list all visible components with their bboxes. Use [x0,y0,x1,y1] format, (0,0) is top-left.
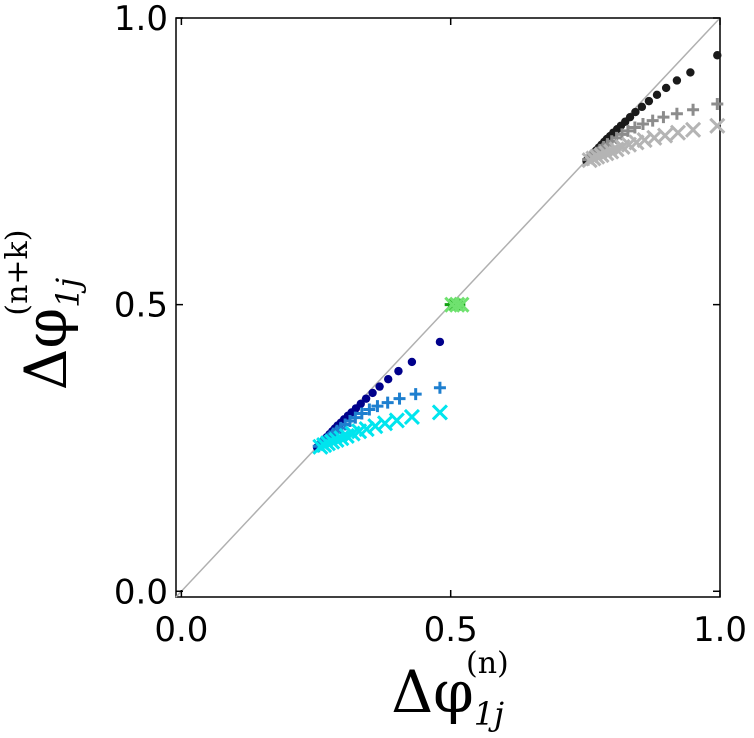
data-point [713,51,722,60]
data-point [319,435,336,452]
data-point [685,121,702,138]
x-tick-label: 0.0 [154,610,208,650]
x-tick-label: 1.0 [693,610,747,650]
x-axis-label-main: Δφ [391,658,474,726]
data-point [431,404,448,421]
data-point [636,118,649,131]
x-axis-label: Δφ1j (n) [391,646,509,733]
data-point [328,431,345,448]
data-point [449,296,466,313]
y-axis-label: Δφ1j (n+k) [0,230,87,391]
data-point [403,408,420,426]
data-point [709,117,726,134]
data-point [711,97,724,110]
y-axis-label-main: Δφ [12,308,80,391]
data-point [384,374,393,384]
data-point [657,127,674,144]
data-point [324,433,341,450]
data-point [646,114,659,127]
data-point [453,296,470,313]
x-axis-label-sup: (n) [466,646,509,681]
data-point [376,415,394,432]
data-point [670,107,683,120]
data-point [355,407,368,420]
data-point [367,418,384,435]
data-point [672,76,682,85]
data-point [652,90,662,100]
y-tick-label: 0.5 [114,286,168,326]
y-tick-label: 1.0 [114,0,168,39]
data-point [628,121,641,134]
data-point [349,411,362,424]
tick-labels: 0.0 0.5 1.0 0.0 0.5 1.0 [114,0,747,650]
data-point [631,107,640,117]
data-point [358,420,375,438]
data-point [661,83,671,93]
data-point [409,388,422,401]
data-point [433,381,446,394]
data-point [371,400,384,413]
x-tick-label: 0.5 [424,610,478,650]
data-point [637,102,647,112]
series-8 [581,117,726,169]
data-point [686,68,695,77]
data-point [375,382,384,391]
data-point [368,388,377,398]
data-point [363,403,376,416]
y-tick-label: 0.0 [114,572,168,612]
data-point [644,96,654,106]
data-point [625,112,635,122]
data-point [361,394,371,403]
y-axis-label-sup: (n+k) [0,230,35,316]
data-point [388,412,405,429]
data-point [407,357,417,367]
data-point [657,111,670,124]
data-point [394,366,403,376]
y-axis-label-sub: 1j [49,278,87,308]
series-5 [444,296,470,313]
x-axis-label-sub: 1j [474,695,504,733]
data-point [669,124,687,141]
series-2 [312,404,448,455]
data-point [687,103,700,116]
data-points [312,51,726,455]
axis-ticks [176,17,721,597]
data-point [598,145,615,162]
data-point [593,146,610,164]
data-point [621,124,634,137]
data-point [589,148,606,165]
data-point [393,392,406,405]
data-point [435,337,445,347]
data-point [356,399,365,409]
plot-frame [175,17,721,598]
data-point [381,396,394,409]
